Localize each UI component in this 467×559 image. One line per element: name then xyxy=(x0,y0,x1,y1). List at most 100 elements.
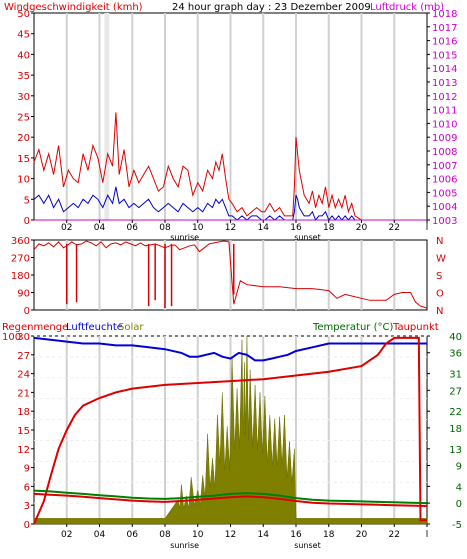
humidity-tick-label: 100 xyxy=(2,332,21,343)
wind-x-tick-label: 14 xyxy=(258,223,270,233)
temp-x-tick-label: 14 xyxy=(258,530,270,540)
compass-letter: O xyxy=(436,289,444,300)
pressure-tick-label: 1011 xyxy=(432,106,457,117)
direction-y-tick-label: 360 xyxy=(11,236,30,247)
solar-label: Solar xyxy=(118,322,144,333)
rain-tick-label: 6 xyxy=(24,482,30,493)
pressure-tick-label: 1009 xyxy=(432,133,457,144)
wind-sunset-marker: sunset xyxy=(294,233,321,242)
wind-direction-line xyxy=(33,240,428,309)
humidity-line xyxy=(33,336,427,362)
temp-x-tick-label: 12 xyxy=(225,530,236,540)
temp-tick-label: -5 xyxy=(452,520,462,531)
wind-y-tick-label: 35 xyxy=(17,71,30,82)
rain-tick-label: 21 xyxy=(17,388,30,399)
wind-y-tick-label: 20 xyxy=(17,133,30,144)
wind-panel-grid xyxy=(65,13,396,220)
temperature-label: Temperatur (°C) xyxy=(312,322,393,333)
rain-line xyxy=(33,336,427,525)
temp-panel-right-ticks: -5 0 4 9 13 18 22 27 31 36 40 xyxy=(427,332,462,531)
temp-tick-label: 13 xyxy=(449,445,462,456)
temp-x-tick-label: 16 xyxy=(290,530,302,540)
wind-panel-y-ticks: 0 5 10 15 20 25 30 35 40 45 50 xyxy=(17,9,34,227)
temperature-humidity-panel: Regenmenge Luftfeuchte Solar Temperatur … xyxy=(2,322,462,550)
wind-grid-band xyxy=(104,13,110,220)
wind-y-tick-label: 50 xyxy=(17,9,30,20)
wind-x-tick-label: 12 xyxy=(225,223,236,233)
pressure-tick-label: 1006 xyxy=(432,175,457,186)
pressure-tick-label: 1014 xyxy=(432,64,457,75)
temp-tick-label: 40 xyxy=(449,332,462,343)
temperature-line xyxy=(33,489,428,505)
rain-tick-label: 15 xyxy=(17,426,30,437)
rain-tick-label: 3 xyxy=(24,501,30,512)
temp-x-tick-label: 06 xyxy=(127,530,139,540)
temp-x-tick-label: 18 xyxy=(323,530,335,540)
wind-sunrise-marker: sunrise xyxy=(170,233,199,242)
humidity-label: Luftfeuchte xyxy=(66,322,123,333)
direction-panel-y-ticks: 0 90 180 270 360 xyxy=(11,236,34,317)
direction-panel-grid xyxy=(65,240,396,310)
temp-x-tick-label: 08 xyxy=(159,530,171,540)
direction-y-tick-label: 270 xyxy=(11,254,30,265)
rain-tick-label: 24 xyxy=(17,370,30,381)
wind-x-tick-label: 18 xyxy=(323,223,335,233)
compass-letter: N xyxy=(436,236,443,247)
pressure-tick-label: 1010 xyxy=(432,119,457,130)
pressure-tick-label: 1017 xyxy=(432,23,457,34)
wind-x-tick-label: 04 xyxy=(94,223,106,233)
wind-y-tick-label: 0 xyxy=(24,216,30,227)
wind-x-tick-label: 08 xyxy=(159,223,171,233)
header-date-label: 24 hour graph day : 23 Dezember 2009 xyxy=(172,2,371,13)
rain-tick-label: 9 xyxy=(24,464,30,475)
pressure-tick-label: 1004 xyxy=(432,202,457,213)
wind-x-tick-label: l xyxy=(426,223,429,233)
solar-area xyxy=(33,335,428,525)
temp-tick-label: 27 xyxy=(449,386,462,397)
wind-y-tick-label: 30 xyxy=(17,92,30,103)
pressure-tick-label: 1018 xyxy=(432,9,457,20)
rain-tick-label: 30 xyxy=(17,332,30,343)
temp-sunrise-marker: sunrise xyxy=(170,541,199,550)
temp-tick-label: 22 xyxy=(449,407,462,418)
wind-average-line xyxy=(33,186,427,221)
wind-x-tick-label: 06 xyxy=(127,223,139,233)
wind-x-tick-label: 16 xyxy=(290,223,302,233)
pressure-tick-label: 1013 xyxy=(432,78,457,89)
compass-letter: W xyxy=(436,254,446,265)
wind-y-tick-label: 5 xyxy=(24,195,30,206)
dewpoint-label: Taupunkt xyxy=(392,322,439,333)
temp-x-tick-label: 04 xyxy=(94,530,106,540)
pressure-tick-label: 1016 xyxy=(432,37,457,48)
wind-x-tick-label: 22 xyxy=(389,223,400,233)
wind-x-tick-label: 20 xyxy=(356,223,368,233)
temp-tick-label: 9 xyxy=(456,462,462,473)
rain-tick-label: 0 xyxy=(24,520,30,531)
temp-x-tick-label: 10 xyxy=(192,530,204,540)
header-pressure-label: Luftdruck (mb) xyxy=(370,2,444,13)
dewpoint-line xyxy=(33,492,428,507)
temp-tick-label: 0 xyxy=(456,499,462,510)
temp-tick-label: 4 xyxy=(456,482,462,493)
wind-x-tick-label: 02 xyxy=(61,223,72,233)
header-wind-label: Windgeschwindigkeit (kmh) xyxy=(4,2,143,13)
temp-x-tick-label: l xyxy=(426,530,429,540)
temp-x-tick-label: 22 xyxy=(389,530,400,540)
temp-x-tick-label: 02 xyxy=(61,530,72,540)
direction-y-tick-label: 90 xyxy=(17,289,30,300)
wind-panel-pressure-ticks: 1003 1004 1005 1006 1007 1008 1009 1010 1011 1012… xyxy=(427,9,457,227)
pressure-tick-label: 1005 xyxy=(432,188,457,199)
wind-y-tick-label: 40 xyxy=(17,50,30,61)
temp-tick-label: 36 xyxy=(449,349,462,360)
compass-letter: N xyxy=(436,306,443,317)
pressure-tick-label: 1003 xyxy=(432,216,457,227)
pressure-tick-label: 1012 xyxy=(432,92,457,103)
temp-tick-label: 18 xyxy=(449,424,462,435)
temp-x-tick-label: 20 xyxy=(356,530,368,540)
rain-tick-label: 18 xyxy=(17,407,30,418)
rain-tick-label: 12 xyxy=(17,445,30,456)
